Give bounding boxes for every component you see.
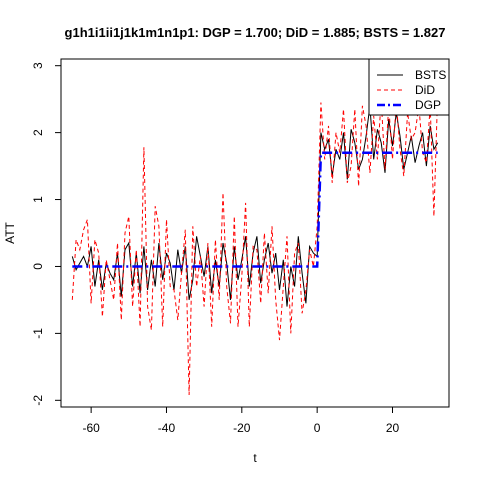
y-tick-label: -2 — [31, 395, 45, 406]
series-bsts-line — [71, 105, 439, 307]
x-axis-label: t — [253, 451, 257, 465]
y-axis-label: ATT — [3, 221, 17, 243]
y-axis: -2 -1 0 1 2 3 — [31, 62, 61, 406]
legend-dgp-label: DGP — [415, 98, 441, 112]
legend-bsts-label: BSTS — [415, 68, 446, 82]
y-tick-label: 0 — [31, 263, 45, 270]
y-tick-label: 3 — [31, 62, 45, 69]
x-axis: -60 -40 -20 0 20 — [82, 407, 399, 435]
x-tick-label: 20 — [386, 421, 400, 435]
x-tick-label: -40 — [158, 421, 176, 435]
y-tick-label: 2 — [31, 129, 45, 136]
x-tick-label: -20 — [233, 421, 251, 435]
y-tick-label: -1 — [31, 328, 45, 339]
x-tick-label: 0 — [314, 421, 321, 435]
chart-title: g1h1i1ii1j1k1m1n1p1: DGP = 1.700; DiD = … — [65, 25, 446, 40]
x-tick-label: -60 — [82, 421, 100, 435]
series-dgp-line — [72, 151, 438, 268]
series-layer — [71, 92, 439, 396]
legend-did-label: DiD — [415, 83, 435, 97]
y-tick-label: 1 — [31, 196, 45, 203]
plot-frame — [60, 58, 450, 408]
